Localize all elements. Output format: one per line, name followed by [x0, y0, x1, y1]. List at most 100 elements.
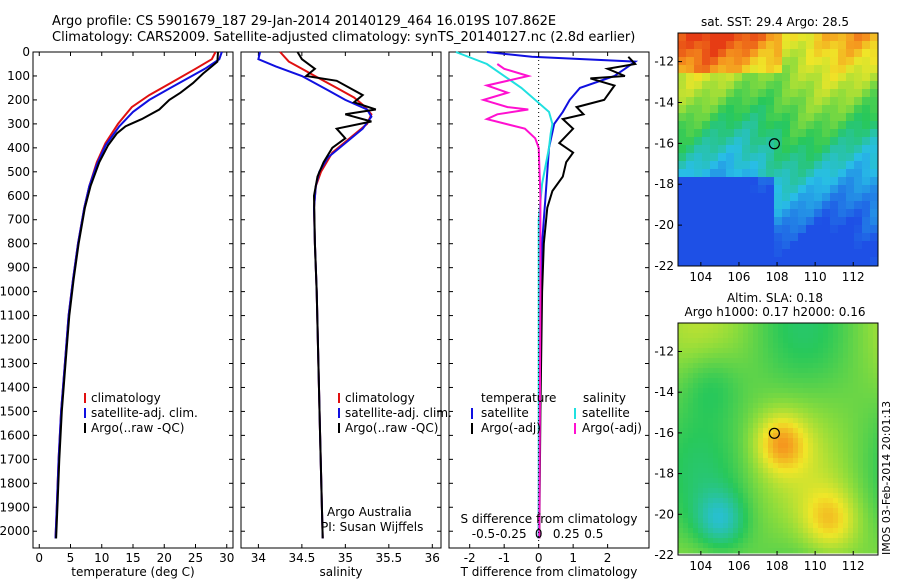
sla_map-cell — [763, 493, 769, 499]
sla_map-cell — [843, 403, 849, 409]
sla_map-cell — [858, 483, 864, 489]
sla_map-cell — [848, 423, 854, 429]
sst_map-cell — [814, 201, 823, 210]
sla_map-cell — [788, 358, 794, 364]
sla_map-cell — [858, 438, 864, 444]
sst_map-cell — [870, 233, 879, 242]
sst_map-cell — [686, 177, 695, 186]
sla_map-cell — [803, 393, 809, 399]
sla_map-cell — [843, 508, 849, 514]
sla_map-cell — [718, 543, 724, 549]
sla_map-cell — [783, 453, 789, 459]
sla_map-cell — [793, 418, 799, 424]
sst_map-cell — [806, 249, 815, 258]
sla_map-cell — [828, 388, 834, 394]
sla_map-cell — [803, 503, 809, 509]
sla_map-cell — [688, 473, 694, 479]
sst_map-cell — [846, 249, 855, 258]
sla_map-cell — [688, 408, 694, 414]
difference-x-axis-label: T difference from climatology — [460, 565, 638, 579]
sla_map-cell — [743, 488, 749, 494]
sla_map-cell — [833, 433, 839, 439]
sst_map-cell — [782, 249, 791, 258]
sla_map-cell — [693, 388, 699, 394]
sla_map-cell — [748, 343, 754, 349]
sla_map-cell — [688, 368, 694, 374]
sla_map-cell — [828, 533, 834, 539]
sst_map-cell — [838, 65, 847, 74]
sst_map-cell — [774, 193, 783, 202]
sla_map-cell — [688, 543, 694, 549]
sst_map-cell — [702, 129, 711, 138]
sla_map-cell — [833, 403, 839, 409]
sla_map-cell — [833, 388, 839, 394]
sla_map-cell — [753, 378, 759, 384]
sla_map-cell — [743, 393, 749, 399]
sla_map-cell — [853, 428, 859, 434]
sla_map-cell — [818, 548, 824, 554]
sla_map-cell — [833, 503, 839, 509]
sst_map-cell — [806, 161, 815, 170]
sla_map-cell — [828, 508, 834, 514]
sst_map-cell — [718, 137, 727, 146]
sst_map-cell — [734, 137, 743, 146]
sla_map-cell — [788, 493, 794, 499]
difference-legend-label: Argo(-adj) — [481, 421, 541, 435]
sla_map-cell — [713, 408, 719, 414]
sla_map-cell — [848, 483, 854, 489]
sla_map-cell — [793, 408, 799, 414]
sla_map-cell — [748, 453, 754, 459]
sla_map-cell — [728, 423, 734, 429]
sla_map-cell — [698, 363, 704, 369]
sla_map-cell — [868, 358, 874, 364]
depth-tick-label: 1000 — [0, 285, 30, 299]
sst_map-cell — [686, 209, 695, 218]
sst_map-cell — [702, 153, 711, 162]
sst_map-cell — [822, 97, 831, 106]
sla_map-cell — [793, 528, 799, 534]
sla_map-cell — [828, 488, 834, 494]
sla_map-cell — [788, 543, 794, 549]
sla_map-cell — [823, 468, 829, 474]
sla_map-cell — [723, 528, 729, 534]
sla_map-cell — [813, 343, 819, 349]
sla_map-cell — [868, 508, 874, 514]
sst_map-cell — [678, 129, 687, 138]
sst_map-cell — [758, 97, 767, 106]
sst_map-cell — [838, 57, 847, 66]
sla_map-cell — [683, 478, 689, 484]
sla_map-cell — [698, 513, 704, 519]
sla_map-cell — [843, 338, 849, 344]
sla_map-cell — [788, 523, 794, 529]
sla_map-cell — [688, 348, 694, 354]
sla_map-cell — [833, 393, 839, 399]
sst_map-cell — [870, 57, 879, 66]
sla_map-cell — [728, 513, 734, 519]
sst_map-cell — [750, 89, 759, 98]
sla_map-cell — [678, 388, 684, 394]
sst_map-cell — [822, 161, 831, 170]
sla_map-cell — [753, 333, 759, 339]
sla_map-cell — [773, 388, 779, 394]
sla_map-cell — [813, 513, 819, 519]
sla_map-cell — [868, 543, 874, 549]
sst_map-cell — [710, 65, 719, 74]
sst_map-cell — [742, 97, 751, 106]
sla_map-cell — [753, 458, 759, 464]
difference-s-tick-label: -0.5 — [472, 527, 495, 541]
sla_map-cell — [743, 483, 749, 489]
sla_map-cell — [738, 438, 744, 444]
sla_map-cell — [693, 343, 699, 349]
sla_map-cell — [703, 488, 709, 494]
difference-xtick-label: 2 — [604, 551, 612, 565]
sst_map-cell — [718, 89, 727, 98]
sla_map-cell — [803, 458, 809, 464]
sla_map-cell — [783, 328, 789, 334]
sla_map-cell — [853, 538, 859, 544]
plot-title-line-2: Climatology: CARS2009. Satellite-adjuste… — [52, 30, 636, 45]
sla_map-cell — [733, 348, 739, 354]
sst_map-cell — [798, 209, 807, 218]
sst_map-cell — [782, 73, 791, 82]
sla_map-cell — [748, 373, 754, 379]
sla_map-cell — [698, 353, 704, 359]
